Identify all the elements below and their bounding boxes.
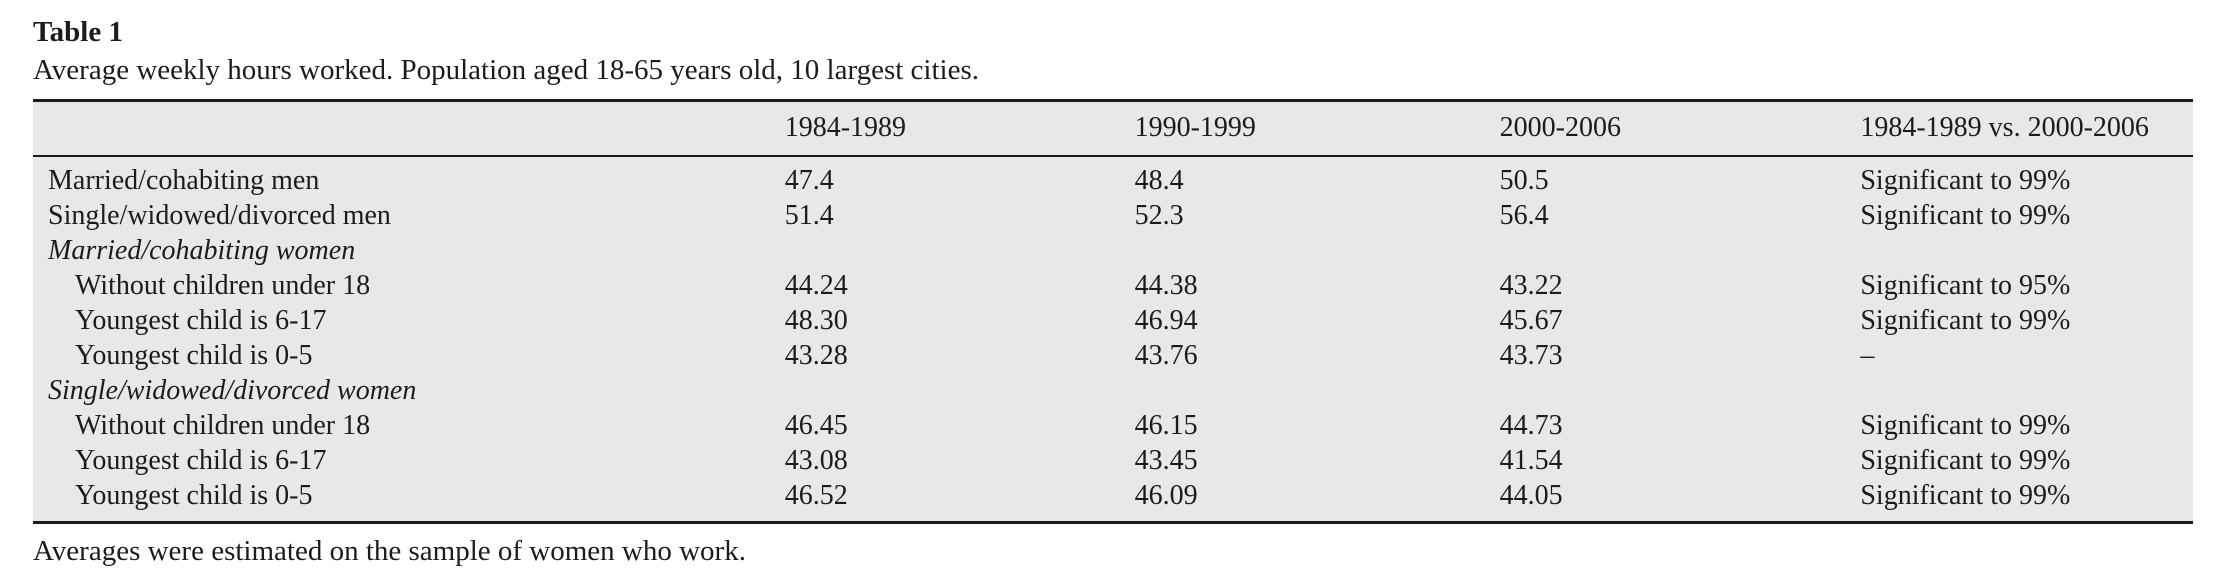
header-row: 1984-1989 1990-1999 2000-2006 1984-1989 … bbox=[33, 100, 2193, 157]
row-value: Significant to 99% bbox=[1860, 444, 2071, 476]
row-label: Married/cohabiting men bbox=[48, 164, 320, 196]
row-label: Single/widowed/divorced women bbox=[48, 374, 417, 406]
column-header-rowlabels bbox=[33, 100, 785, 157]
column-header-1984-1989: 1984-1989 bbox=[784, 100, 1135, 157]
table-row: Single/widowed/divorced men 51.4 52.3 56.4 S… bbox=[33, 198, 2193, 233]
table-row: Youngest child is 0-5 46.52 46.09 44.05 Sign… bbox=[33, 478, 2193, 523]
data-table: 1984-1989 1990-1999 2000-2006 1984-1989 … bbox=[33, 99, 2193, 524]
row-value: Significant to 99% bbox=[1860, 479, 2071, 511]
row-value bbox=[785, 373, 1135, 408]
row-value: Significant to 99% bbox=[1860, 199, 2071, 231]
table-header: 1984-1989 1990-1999 2000-2006 1984-1989 … bbox=[33, 100, 2193, 157]
row-value bbox=[1860, 233, 2193, 268]
column-header-2000-2006: 2000-2006 bbox=[1499, 100, 1861, 157]
row-value: 44.05 bbox=[1499, 479, 1563, 511]
row-value: 43.76 bbox=[1134, 339, 1198, 371]
row-label: Without children under 18 bbox=[75, 269, 371, 301]
row-value: 43.22 bbox=[1499, 269, 1563, 301]
row-value bbox=[1500, 233, 1861, 268]
row-label: Youngest child is 6-17 bbox=[75, 444, 327, 476]
row-value: 50.5 bbox=[1499, 164, 1549, 196]
column-header-comparison: 1984-1989 vs. 2000-2006 bbox=[1860, 100, 2193, 157]
row-value: 46.45 bbox=[784, 409, 848, 441]
row-value: 43.73 bbox=[1499, 339, 1563, 371]
table-caption: Average weekly hours worked. Population … bbox=[33, 54, 980, 86]
row-value: 46.94 bbox=[1134, 304, 1198, 336]
row-value: Significant to 95% bbox=[1860, 269, 2071, 301]
row-label: Youngest child is 6-17 bbox=[75, 304, 327, 336]
table-row: Without children under 18 46.45 46.15 44.73… bbox=[33, 408, 2193, 443]
row-label: Youngest child is 0-5 bbox=[75, 479, 313, 511]
row-value: 44.24 bbox=[784, 269, 848, 301]
table-row: Youngest child is 6-17 43.08 43.45 41.54 Sig… bbox=[33, 443, 2193, 478]
row-value: 44.73 bbox=[1499, 409, 1563, 441]
row-value: 46.09 bbox=[1134, 479, 1198, 511]
row-value: 46.52 bbox=[784, 479, 848, 511]
row-value bbox=[1860, 373, 2193, 408]
row-value: – bbox=[1860, 339, 1875, 371]
row-value: Significant to 99% bbox=[1860, 164, 2071, 196]
table-body: Married/cohabiting men 47.4 48.4 50.5 Signif… bbox=[33, 156, 2193, 523]
row-value: 47.4 bbox=[784, 164, 834, 196]
table-row: Youngest child is 6-17 48.30 46.94 45.67 Sig… bbox=[33, 303, 2193, 338]
row-value: Significant to 99% bbox=[1860, 304, 2071, 336]
table-row: Single/widowed/divorced women bbox=[33, 373, 2193, 408]
row-value: 56.4 bbox=[1499, 199, 1549, 231]
row-value: 45.67 bbox=[1499, 304, 1563, 336]
row-value: 43.45 bbox=[1134, 444, 1198, 476]
row-value: 48.4 bbox=[1134, 164, 1184, 196]
column-header-1990-1999: 1990-1999 bbox=[1134, 100, 1500, 157]
row-value: 52.3 bbox=[1134, 199, 1184, 231]
table-number-label: Table 1 bbox=[33, 16, 123, 48]
row-value: Significant to 99% bbox=[1860, 409, 2071, 441]
row-value bbox=[1500, 373, 1861, 408]
table-row: Youngest child is 0-5 43.28 43.76 43.73 – bbox=[33, 338, 2193, 373]
row-value: 51.4 bbox=[784, 199, 834, 231]
table-row: Married/cohabiting men 47.4 48.4 50.5 Signif… bbox=[33, 156, 2193, 198]
row-value bbox=[1135, 373, 1500, 408]
row-value bbox=[785, 233, 1135, 268]
row-label: Youngest child is 0-5 bbox=[75, 339, 313, 371]
row-label: Single/widowed/divorced men bbox=[48, 199, 391, 231]
row-value: 43.08 bbox=[784, 444, 848, 476]
row-value: 41.54 bbox=[1499, 444, 1563, 476]
row-value: 43.28 bbox=[784, 339, 848, 371]
table-row: Married/cohabiting women bbox=[33, 233, 2193, 268]
row-value bbox=[1135, 233, 1500, 268]
row-value: 46.15 bbox=[1134, 409, 1198, 441]
row-label: Without children under 18 bbox=[75, 409, 371, 441]
row-value: 48.30 bbox=[784, 304, 848, 336]
row-label: Married/cohabiting women bbox=[48, 234, 356, 266]
row-value: 44.38 bbox=[1134, 269, 1198, 301]
table-row: Without children under 18 44.24 44.38 43.22… bbox=[33, 268, 2193, 303]
table-footnote: Averages were estimated on the sample of… bbox=[33, 534, 746, 567]
